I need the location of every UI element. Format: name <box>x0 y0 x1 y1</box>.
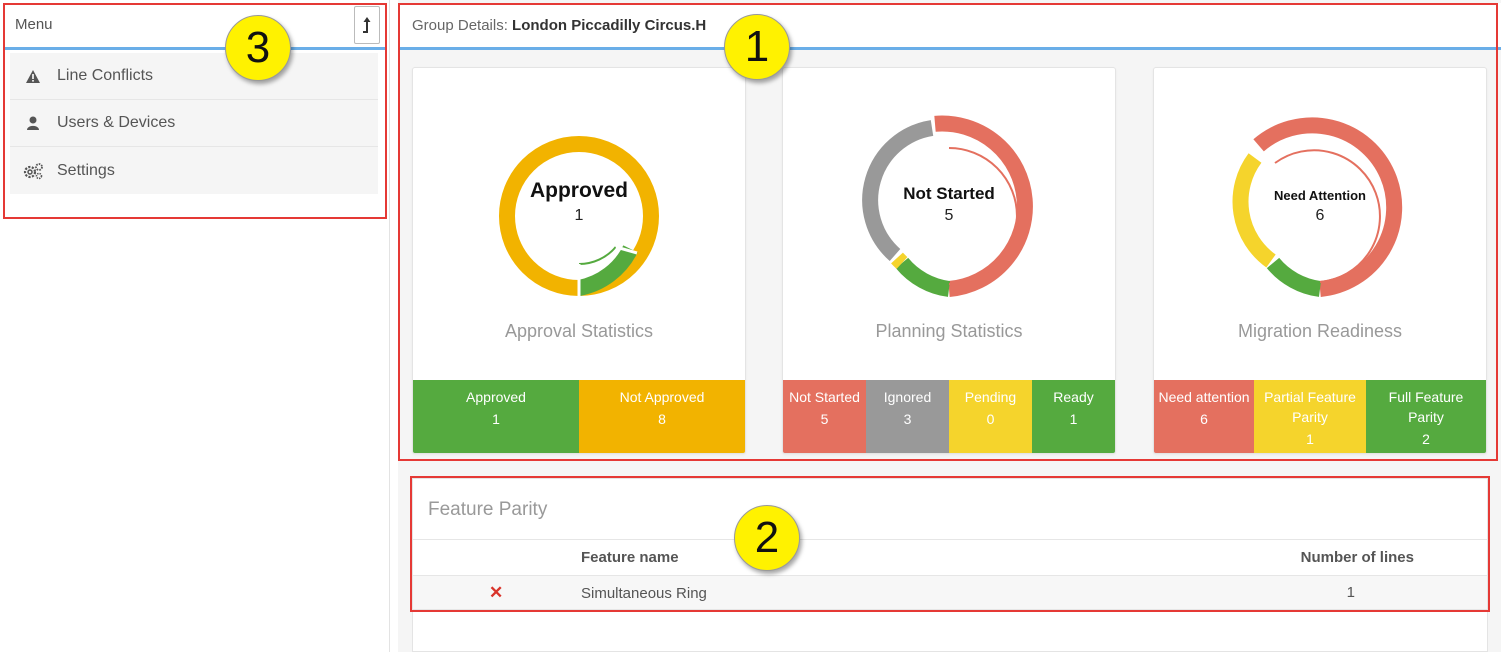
stat-full-feature-parity[interactable]: Full Feature Parity 2 <box>1366 380 1486 453</box>
card-title: Approval Statistics <box>504 321 654 341</box>
lines-count-cell: 1 <box>1346 584 1355 601</box>
stat-label: Partial Feature Parity <box>1264 389 1356 425</box>
menu-item-label: Line Conflicts <box>57 67 154 84</box>
stat-value: 1 <box>1306 431 1314 447</box>
menu-header: Menu <box>5 3 385 50</box>
menu-item-line-conflicts[interactable]: Line Conflicts <box>10 53 378 100</box>
annotation-badge-1: 1 <box>724 14 790 80</box>
user-icon <box>22 116 44 130</box>
approval-statistics-card: Approved 1 Approval Statistics Approved … <box>412 67 746 454</box>
stat-label: Not Started <box>789 389 860 405</box>
stat-need-attention[interactable]: Need attention 6 <box>1154 380 1254 453</box>
planning-center-value: 5 <box>944 207 954 224</box>
stat-label: Ready <box>1053 389 1094 405</box>
stat-label: Ignored <box>883 389 932 405</box>
approval-center-value: 1 <box>574 207 584 224</box>
planning-statistics-card: Not Started 5 Planning Statistics Not St… <box>782 67 1116 454</box>
annotation-badge-2: 2 <box>734 505 800 571</box>
column-header-number-of-lines[interactable]: Number of lines <box>1300 549 1414 566</box>
stat-ready[interactable]: Ready 1 <box>1032 380 1115 453</box>
feature-parity-table: Feature name Number of lines ✕ Simultane… <box>413 539 1487 610</box>
menu-item-settings[interactable]: Settings <box>10 147 378 194</box>
stat-value: 1 <box>492 411 500 427</box>
stat-ignored[interactable]: Ignored 3 <box>866 380 949 453</box>
annotation-box-1 <box>398 3 1498 461</box>
group-details-header: Group Details: London Piccadilly Circus.… <box>398 3 1501 50</box>
stat-not-approved[interactable]: Not Approved 8 <box>579 380 745 453</box>
menu-item-users-devices[interactable]: Users & Devices <box>10 100 378 147</box>
menu-title: Menu <box>15 16 53 33</box>
main-content: Group Details: London Piccadilly Circus.… <box>398 0 1501 652</box>
migration-center-value: 6 <box>1315 207 1325 224</box>
card-title: Planning Statistics <box>875 321 1023 341</box>
card-title: Migration Readiness <box>1237 321 1403 341</box>
stat-value: 5 <box>820 411 829 427</box>
annotation-badge-3: 3 <box>225 15 291 81</box>
stat-value: 2 <box>1422 431 1430 447</box>
menu-item-label: Users & Devices <box>57 114 176 131</box>
stat-value: 6 <box>1200 411 1208 427</box>
table-row[interactable]: ✕ Simultaneous Ring 1 <box>413 576 1487 610</box>
migration-readiness-card: Need Attention 6 Migration Readiness Nee… <box>1153 67 1487 454</box>
column-header-feature-name[interactable]: Feature name <box>581 549 679 566</box>
sidebar: Menu Line Conflicts Users & Devices <box>0 0 390 652</box>
approval-donut-chart <box>499 136 659 297</box>
migration-donut-chart <box>1232 117 1403 297</box>
group-details-prefix: Group Details: <box>412 17 508 34</box>
planning-donut-chart <box>862 115 1033 297</box>
stat-value: 0 <box>986 411 995 427</box>
stat-partial-feature-parity[interactable]: Partial Feature Parity 1 <box>1254 380 1366 453</box>
planning-stat-row: Not Started 5 Ignored 3 Pending 0 Ready … <box>783 380 1115 453</box>
stat-approved[interactable]: Approved 1 <box>413 380 579 453</box>
migration-stat-row: Need attention 6 Partial Feature Parity … <box>1154 380 1486 453</box>
migration-center-label: Need Attention <box>1274 188 1366 203</box>
stat-value: 8 <box>658 411 666 427</box>
approval-center-label: Approved <box>529 179 628 202</box>
stat-not-started[interactable]: Not Started 5 <box>783 380 866 453</box>
collapse-menu-button[interactable] <box>354 6 380 44</box>
approval-stat-row: Approved 1 Not Approved 8 <box>413 380 745 453</box>
feature-parity-panel: Feature Parity Feature name Number of li… <box>412 478 1488 652</box>
feature-name-cell: Simultaneous Ring <box>581 585 707 602</box>
planning-center-label: Not Started <box>903 184 995 203</box>
feature-parity-title: Feature Parity <box>428 499 548 520</box>
table-header: Feature name Number of lines <box>413 540 1487 576</box>
stat-label: Not Approved <box>619 389 705 405</box>
warning-icon <box>22 69 44 83</box>
stat-label: Approved <box>466 389 526 405</box>
stat-value: 3 <box>903 411 912 427</box>
menu-list: Line Conflicts Users & Devices Settings <box>10 53 378 194</box>
stat-label: Need attention <box>1158 389 1250 405</box>
cross-icon: ✕ <box>489 583 504 602</box>
page-title: Group Details: London Piccadilly Circus.… <box>412 17 706 34</box>
stat-label: Full Feature Parity <box>1388 389 1464 425</box>
menu-item-label: Settings <box>57 161 115 179</box>
gears-icon <box>22 162 44 180</box>
annotation-box-2 <box>410 476 1490 612</box>
annotation-box-3 <box>3 3 387 219</box>
stat-value: 1 <box>1069 411 1078 427</box>
group-name: London Piccadilly Circus.H <box>512 17 707 34</box>
stat-pending[interactable]: Pending 0 <box>949 380 1032 453</box>
stat-label: Pending <box>964 389 1017 405</box>
arrow-up-icon <box>363 17 371 33</box>
